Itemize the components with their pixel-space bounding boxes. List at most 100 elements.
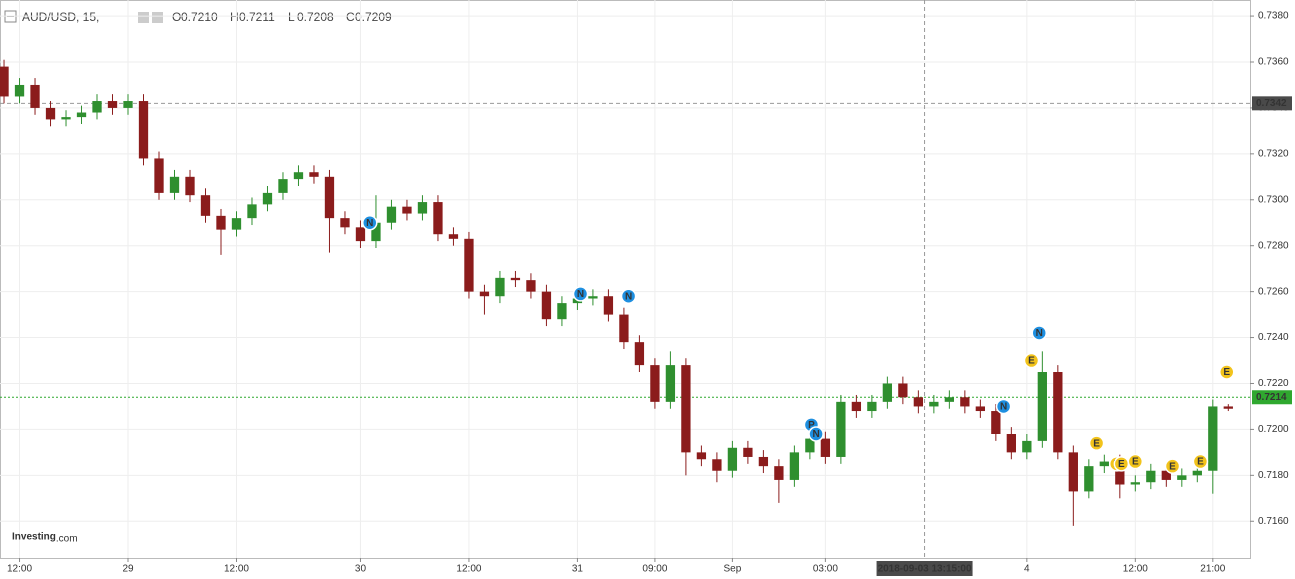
candle-body [107, 101, 118, 108]
candle-body [681, 365, 691, 453]
candle-body [309, 172, 319, 177]
candle-body [200, 195, 211, 216]
candle-body [712, 459, 722, 471]
x-tick-label: 29 [122, 564, 134, 575]
event-label: N [366, 218, 373, 229]
candle-body [960, 397, 970, 407]
candle-body [185, 176, 195, 196]
candle-body [231, 218, 242, 230]
candle-body [696, 452, 707, 460]
event-badge[interactable] [620, 288, 637, 304]
event-badge[interactable] [808, 426, 824, 442]
event-badge[interactable] [572, 286, 589, 302]
candle-body [1115, 461, 1125, 485]
event-label: N [1036, 328, 1043, 339]
y-tick-label: 0.7280 [1258, 240, 1289, 251]
y-tick-label: 0.7300 [1258, 194, 1289, 205]
candle-body [805, 438, 815, 453]
event-badge[interactable] [1088, 435, 1105, 451]
candle-body [1192, 470, 1202, 476]
candle-body [1161, 470, 1171, 480]
event-label: E [1132, 457, 1139, 468]
crosshair-time-label: 2018-09-03 13:15:00 [878, 564, 972, 575]
crosshair-price-box [1252, 96, 1292, 111]
price-box [1252, 390, 1292, 405]
candle-body [417, 202, 428, 214]
candle-body [898, 383, 908, 398]
candle-body [1084, 466, 1094, 492]
event-label: E [1197, 457, 1204, 468]
candle-body [851, 401, 862, 412]
event-badge[interactable] [1127, 453, 1144, 470]
candle-body [247, 204, 257, 219]
visibility-icon[interactable] [152, 12, 163, 23]
candle-body [603, 296, 614, 315]
x-tick-label: 12:00 [224, 564, 249, 575]
y-tick-label: 0.7320 [1258, 148, 1289, 159]
y-tick-label: 0.7260 [1258, 286, 1289, 297]
candle-body [14, 84, 25, 97]
candle-body [975, 406, 985, 412]
event-label: N [577, 289, 584, 300]
candle-body [92, 101, 102, 113]
candle-body [557, 303, 567, 320]
candle-body [758, 456, 769, 467]
candle-body [169, 176, 180, 193]
candle-body [154, 158, 164, 193]
y-tick-label: 0.7160 [1258, 516, 1289, 527]
plot-frame [0, 0, 1251, 559]
event-badge[interactable] [1219, 364, 1235, 380]
candle-body [262, 192, 273, 205]
symbol: AUD/USD, 15, [22, 10, 99, 24]
candle-body [1208, 406, 1218, 471]
candle-body [789, 452, 800, 480]
candle-body [402, 206, 412, 214]
x-tick-label: 21:00 [1200, 564, 1225, 575]
candle-body [371, 222, 381, 242]
ohlc-value: 0.7210 [181, 10, 218, 24]
candle-body [216, 215, 226, 230]
candle-body [1053, 372, 1063, 453]
candle-body [355, 227, 366, 242]
candle-body [448, 234, 459, 239]
ohlc-label: C [346, 10, 355, 24]
settings-icon[interactable] [138, 12, 149, 23]
ohlc-label: L [288, 10, 295, 24]
candle-body [386, 206, 397, 223]
x-tick-label: Sep [723, 564, 741, 575]
event-badge[interactable] [1164, 458, 1181, 474]
event-badge[interactable] [1031, 325, 1047, 341]
candle-body [867, 401, 877, 412]
candle-body [836, 401, 846, 457]
x-tick-label: 12:00 [7, 564, 32, 575]
event-badge[interactable] [362, 214, 378, 231]
candle-body [1022, 440, 1032, 453]
event-badge[interactable] [1192, 453, 1209, 470]
x-tick-label: 09:00 [642, 564, 667, 575]
candle-body [510, 277, 521, 281]
y-tick-label: 0.7200 [1258, 424, 1289, 435]
candle-body [913, 397, 924, 407]
candle-body [278, 179, 288, 193]
y-tick-label: 0.7220 [1258, 378, 1289, 389]
candle-body [479, 291, 490, 297]
crosshair-time-box [876, 561, 973, 576]
ohlc-value: 0.7211 [239, 10, 275, 24]
candle-body [743, 447, 753, 457]
event-label: P [808, 420, 815, 431]
candle-body [324, 176, 335, 219]
event-label: E [1169, 461, 1176, 472]
crosshair-price-label: 0.7342 [1256, 98, 1287, 109]
candle-body [882, 383, 893, 402]
ohlc-value: 0.7209 [355, 10, 392, 24]
candle-body [1006, 434, 1016, 453]
candle-body [0, 66, 9, 97]
candle-body [929, 401, 939, 407]
event-badge[interactable] [1023, 352, 1040, 369]
candle-body [138, 101, 149, 159]
event-label: E [1223, 367, 1230, 378]
event-badge[interactable] [995, 398, 1012, 415]
event-label: N [812, 429, 819, 440]
y-tick-label: 0.7240 [1258, 332, 1289, 343]
